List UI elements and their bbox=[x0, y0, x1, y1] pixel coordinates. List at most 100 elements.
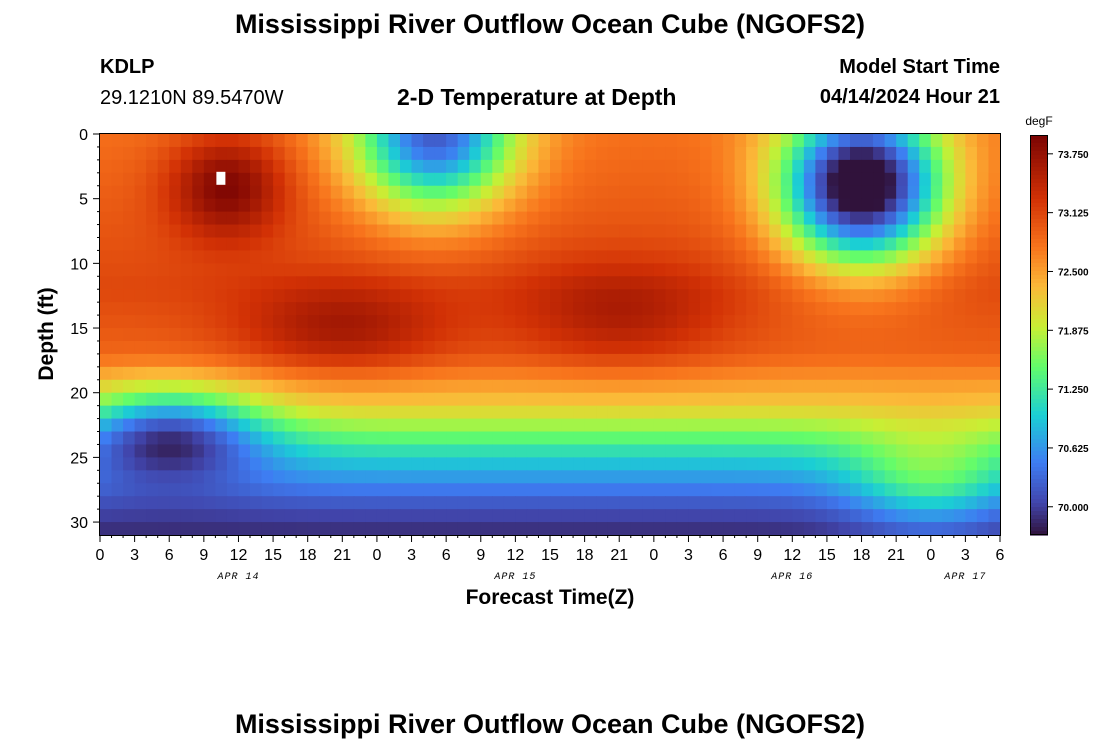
heatmap-cell bbox=[607, 172, 620, 187]
heatmap-cell bbox=[284, 496, 297, 510]
heatmap-cell bbox=[400, 134, 413, 148]
heatmap-cell bbox=[215, 379, 228, 394]
heatmap-cell bbox=[111, 172, 124, 187]
heatmap-cell bbox=[850, 211, 863, 226]
heatmap-cell bbox=[861, 522, 874, 536]
heatmap-cell bbox=[746, 185, 759, 200]
heatmap-cell bbox=[434, 405, 447, 420]
heatmap-cell bbox=[676, 315, 690, 329]
heatmap-cell bbox=[400, 470, 413, 484]
heatmap-cell bbox=[965, 496, 978, 510]
heatmap-cell bbox=[538, 198, 551, 213]
heatmap-cell bbox=[976, 431, 990, 446]
heatmap-cell bbox=[746, 418, 759, 433]
heatmap-cell bbox=[146, 198, 159, 213]
heatmap-cell bbox=[642, 263, 655, 277]
heatmap-cell bbox=[815, 134, 828, 148]
model-start-label: Model Start Time bbox=[839, 56, 1000, 78]
heatmap-cell bbox=[700, 405, 713, 420]
heatmap-cell bbox=[400, 276, 413, 290]
heatmap-cell bbox=[873, 522, 886, 536]
heatmap-cell bbox=[111, 185, 124, 200]
heatmap-cell bbox=[746, 328, 759, 342]
heatmap-cell bbox=[330, 263, 343, 277]
heatmap-cell bbox=[607, 134, 620, 148]
heatmap-cell bbox=[861, 405, 874, 420]
heatmap-cell bbox=[492, 172, 505, 187]
colorbar-segment bbox=[1030, 519, 1048, 524]
heatmap-cell bbox=[480, 457, 493, 471]
heatmap-cell bbox=[607, 366, 620, 381]
heatmap-cell bbox=[953, 483, 966, 497]
heatmap-cell bbox=[780, 340, 793, 355]
heatmap-cell bbox=[653, 198, 666, 213]
heatmap-cell bbox=[965, 146, 978, 161]
heatmap-cell bbox=[826, 353, 840, 368]
heatmap-cell bbox=[930, 237, 943, 252]
heatmap-cell bbox=[642, 250, 655, 264]
heatmap-cell bbox=[480, 159, 493, 174]
heatmap-cell bbox=[169, 315, 182, 329]
heatmap-cell bbox=[988, 159, 1001, 174]
heatmap-cell bbox=[792, 496, 805, 510]
heatmap-cell bbox=[942, 496, 955, 510]
heatmap-cell bbox=[676, 250, 690, 264]
heatmap-cell bbox=[353, 250, 366, 264]
heatmap-cell bbox=[319, 185, 332, 200]
colorbar-segment bbox=[1030, 327, 1048, 332]
heatmap-cell bbox=[769, 146, 782, 161]
heatmap-cell bbox=[515, 379, 528, 394]
heatmap-cell bbox=[665, 366, 678, 381]
heatmap-cell bbox=[446, 315, 459, 329]
heatmap-cell bbox=[203, 185, 216, 200]
heatmap-cell bbox=[284, 392, 297, 407]
heatmap-cell bbox=[919, 328, 932, 342]
y-axis-title: Depth (ft) bbox=[35, 287, 58, 380]
heatmap-cell bbox=[573, 276, 586, 290]
heatmap-cell bbox=[480, 340, 493, 355]
heatmap-cell bbox=[607, 237, 620, 252]
heatmap-cell bbox=[250, 211, 263, 226]
heatmap-cell bbox=[734, 276, 747, 290]
heatmap-cell bbox=[607, 340, 620, 355]
heatmap-cell bbox=[965, 289, 978, 303]
heatmap-cell bbox=[688, 340, 701, 355]
heatmap-cell bbox=[100, 211, 113, 226]
heatmap-cell bbox=[169, 172, 182, 187]
heatmap-cell bbox=[815, 159, 828, 174]
heatmap-cell bbox=[146, 353, 159, 368]
heatmap-cell bbox=[826, 340, 840, 355]
heatmap-cell bbox=[503, 522, 516, 536]
heatmap-cell bbox=[953, 392, 966, 407]
heatmap-cell bbox=[884, 444, 897, 458]
heatmap-cell bbox=[226, 483, 240, 497]
heatmap-cell bbox=[330, 315, 343, 329]
heatmap-cell bbox=[907, 470, 920, 484]
heatmap-cell bbox=[538, 444, 551, 458]
heatmap-cell bbox=[596, 289, 609, 303]
heatmap-cell bbox=[503, 263, 516, 277]
heatmap-cell bbox=[953, 418, 966, 433]
heatmap-cell bbox=[688, 211, 701, 226]
heatmap-cell bbox=[250, 353, 263, 368]
heatmap-cell bbox=[630, 328, 643, 342]
heatmap-cell bbox=[976, 263, 990, 277]
heatmap-cell bbox=[215, 522, 228, 536]
heatmap-cell bbox=[353, 185, 366, 200]
heatmap-cell bbox=[423, 250, 436, 264]
heatmap-cell bbox=[111, 392, 124, 407]
heatmap-cell bbox=[780, 263, 793, 277]
heatmap-cell bbox=[203, 379, 216, 394]
heatmap-cell bbox=[988, 405, 1001, 420]
heatmap-cell bbox=[215, 418, 228, 433]
heatmap-cell bbox=[711, 405, 724, 420]
heatmap-cell bbox=[665, 431, 678, 446]
heatmap-cell bbox=[711, 496, 724, 510]
heatmap-cell bbox=[642, 522, 655, 536]
heatmap-cell bbox=[723, 366, 736, 381]
heatmap-cell bbox=[273, 315, 286, 329]
heatmap-cell bbox=[330, 405, 343, 420]
heatmap-cell bbox=[700, 250, 713, 264]
heatmap-cell bbox=[330, 289, 343, 303]
heatmap-cell bbox=[861, 315, 874, 329]
